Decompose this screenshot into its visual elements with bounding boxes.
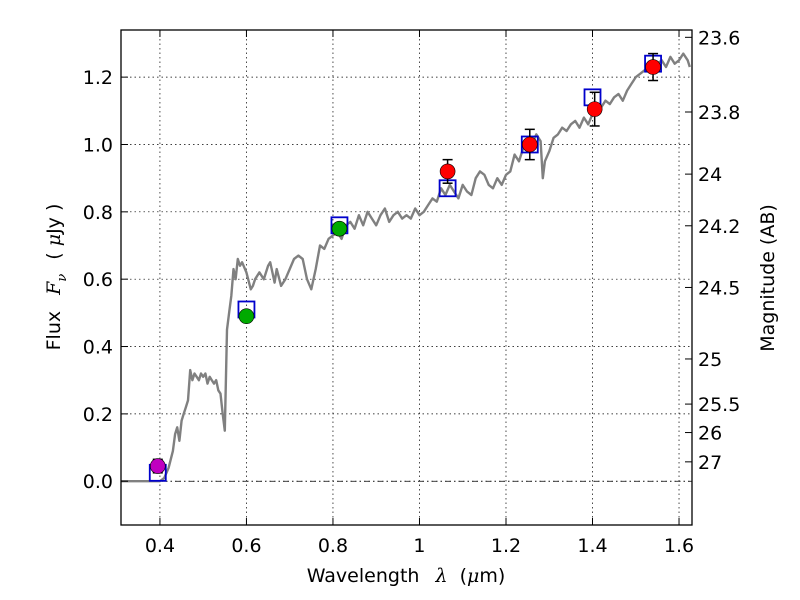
y-axis-label-unit-open: ( (43, 252, 65, 259)
x-axis-label-unit-open: ( (460, 565, 467, 587)
observed-photometry-point (238, 308, 255, 325)
y-tick-label: 0.6 (83, 269, 113, 291)
y-tick-label: 1.2 (83, 67, 113, 89)
observed-photometry-point (586, 101, 603, 117)
x-tick-label: 0.8 (318, 535, 348, 557)
magnitude-tick-label: 24 (698, 164, 722, 186)
x-axis-label-unit-mu: μ (467, 565, 479, 587)
magnitude-tick-label: 26 (698, 423, 722, 445)
magnitude-tick-label: 27 (698, 452, 722, 474)
x-tick-label: 0.6 (231, 535, 261, 557)
observed-photometry-point (521, 136, 538, 153)
magnitude-tick-label: 23.8 (698, 102, 740, 124)
magnitude-tick-label: 24.2 (698, 216, 740, 238)
x-axis-label-unit: m) (479, 565, 505, 587)
grid (121, 30, 692, 525)
magnitude-tick-label: 25 (698, 349, 722, 371)
x-tick-label: 1.4 (577, 535, 607, 557)
y-axis-label-text: Flux (43, 311, 65, 351)
y-tick-label: 1.0 (83, 134, 113, 156)
y-axis-label-symbol: F (43, 281, 65, 296)
observed-photometry-point (439, 163, 456, 180)
y-axis-label-subscript: ν (55, 274, 70, 282)
data-points-layer (148, 52, 662, 482)
x-axis-label-symbol: λ (434, 565, 447, 587)
y-axis-label-unit-mu: μ (43, 234, 65, 246)
magnitude-axis-label: Magnitude (AB) (757, 204, 779, 352)
x-tick-label: 1.6 (664, 535, 694, 557)
observed-photometry-point (331, 220, 348, 237)
x-tick-label: 1.2 (491, 535, 521, 557)
x-tick-label: 1 (413, 535, 425, 557)
magnitude-tick-label: 23.6 (698, 27, 740, 49)
y-tick-label: 0.0 (83, 471, 113, 493)
observed-photometry-point (645, 59, 661, 75)
spectrum-layer (121, 52, 691, 483)
magnitude-tick-label: 25.5 (698, 394, 740, 416)
plot-frame (120, 29, 693, 526)
y-tick-label: 0.8 (83, 202, 113, 224)
y-tick-label: 0.2 (83, 404, 113, 426)
magnitude-tick-label: 24.5 (698, 277, 740, 299)
y-tick-label: 0.4 (83, 337, 113, 359)
x-axis-label-text: Wavelength (307, 565, 420, 587)
observed-photometry-point (149, 458, 166, 474)
x-axis-label: Wavelength λ (μm) (307, 565, 506, 587)
model-spectrum-line (121, 52, 691, 483)
y-axis-label-unit: Jy ) (43, 204, 65, 235)
axis-ticks: 0.4 0.6 0.8 1 1.2 1.4 1.6 0.0 0.2 0.4 0.6 0.8 1.0 1.2… (83, 27, 741, 557)
x-tick-label: 0.4 (145, 535, 175, 557)
y-axis-label: Flux Fν ( μJy ) (43, 204, 71, 351)
